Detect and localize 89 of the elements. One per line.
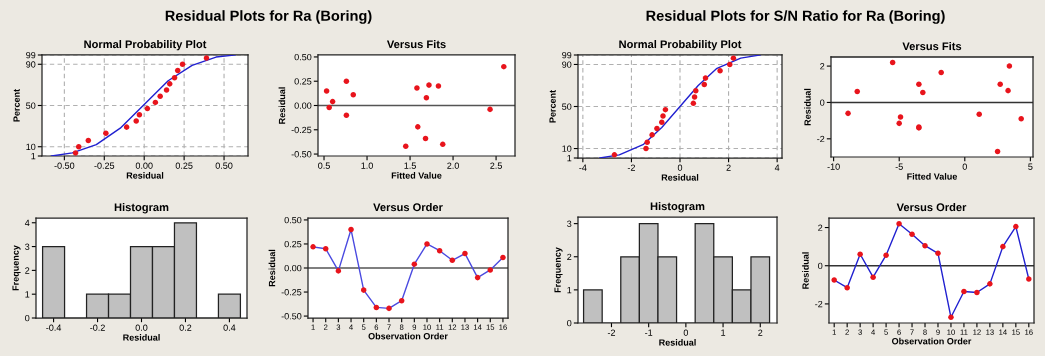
y-tick-label: 2 — [820, 63, 825, 70]
y-tick-label: 0.00 — [294, 102, 312, 109]
chart-title: Normal Probability Plot — [619, 40, 742, 51]
chart-title: Histogram — [114, 203, 169, 214]
y-tick-label: -2 — [815, 300, 823, 308]
y-axis-title: Frequency — [554, 247, 563, 293]
y-tick-label: 0.00 — [284, 264, 302, 272]
y-tick-label: 50 — [26, 102, 36, 109]
x-tick-label: 0 — [962, 163, 967, 170]
x-axis-title: Residual — [123, 334, 160, 341]
y-tick-label: -0.25 — [291, 126, 312, 134]
x-tick-label: 1 — [721, 329, 726, 336]
chart-title: Versus Order — [373, 203, 443, 212]
x-axis-title: Observation Order — [368, 332, 448, 340]
y-axis-title: Residual — [278, 87, 286, 124]
x-tick-label: 0.50 — [215, 162, 233, 169]
x-tick-label: 0 — [677, 164, 683, 171]
y-tick-label: 1 — [31, 153, 36, 160]
x-tick-label: 1.0 — [361, 162, 373, 169]
y-tick-label: 1 — [567, 286, 572, 294]
y-tick-label: 90 — [26, 61, 36, 68]
y-tick-label: 3 — [25, 243, 30, 250]
y-axis-title: Frequency — [12, 245, 21, 291]
x-tick-label: -10 — [827, 163, 840, 170]
y-tick-label: -0.25 — [281, 289, 302, 296]
y-tick-label: 99 — [26, 51, 36, 59]
x-tick-label: 2 — [726, 164, 731, 171]
x-tick-label: -1 — [645, 329, 653, 336]
x-tick-label: 0.25 — [175, 162, 193, 169]
y-tick-label: 90 — [562, 61, 572, 68]
y-tick-label: 0.25 — [294, 78, 312, 85]
y-tick-label: 10 — [26, 143, 36, 151]
x-tick-label: -2 — [607, 329, 616, 336]
x-axis-title: Fitted Value — [391, 172, 442, 179]
y-tick-label: 3 — [567, 220, 572, 227]
y-tick-label: -2 — [817, 135, 825, 143]
x-tick-label: -5 — [895, 163, 903, 170]
y-tick-label: 0.25 — [284, 240, 302, 248]
y-tick-label: 2 — [567, 253, 572, 261]
y-tick-label: 0 — [818, 262, 823, 270]
x-tick-label: 0.5 — [318, 162, 330, 169]
x-axis-title: Fitted Value — [907, 173, 958, 180]
x-tick-label: 0.2 — [179, 324, 192, 331]
chart-title: Versus Fits — [902, 42, 962, 51]
x-tick-label: 0 — [683, 329, 689, 336]
y-tick-label: 1 — [567, 155, 572, 162]
x-tick-label: -0.2 — [90, 324, 105, 331]
x-tick-label: 4 — [774, 164, 780, 171]
chart-title: Histogram — [650, 202, 705, 213]
text: Residual Plots for S/N Ratio for Ra (Boring) — [646, 10, 945, 24]
y-tick-label: 50 — [562, 103, 572, 110]
x-tick-label: -0.50 — [54, 162, 75, 169]
x-tick-label: -0.25 — [94, 162, 115, 169]
x-tick-label: -4 — [579, 164, 587, 171]
y-tick-label: -0.50 — [291, 151, 312, 158]
y-tick-label: 0.50 — [294, 53, 312, 61]
x-tick-label: 0.00 — [135, 162, 153, 169]
y-tick-label: -0.50 — [281, 313, 302, 320]
x-tick-label: 5 — [1028, 163, 1033, 170]
x-tick-label: -0.4 — [46, 324, 62, 331]
text: Residual Plots for Ra (Boring) — [165, 10, 372, 24]
chart-title: Versus Order — [896, 203, 967, 212]
x-tick-label: 1.5 — [404, 162, 416, 169]
y-axis-title: Residual — [268, 249, 276, 287]
y-tick-label: 0 — [820, 99, 825, 106]
y-axis-title: Residual — [804, 88, 811, 126]
y-tick-label: 1 — [25, 291, 30, 298]
x-axis-title: Observation Order — [891, 337, 972, 345]
y-tick-label: 0.50 — [284, 216, 302, 224]
chart-title: Versus Fits — [386, 40, 446, 49]
x-tick-label: 0.4 — [223, 324, 236, 331]
y-tick-label: 4 — [24, 219, 30, 227]
y-tick-label: 2 — [818, 224, 823, 231]
y-tick-label: 2 — [25, 267, 30, 274]
x-tick-label: 2 — [758, 329, 763, 336]
x-axis-title: Residual — [659, 339, 696, 346]
y-axis-title: Residual — [802, 252, 809, 289]
x-tick-label: 2.0 — [447, 162, 459, 169]
y-axis-title: Percent — [549, 90, 556, 123]
x-axis-title: Residual — [126, 172, 164, 179]
y-tick-label: 99 — [562, 51, 572, 59]
y-axis-title: Percent — [13, 89, 20, 122]
x-tick-label: -2 — [627, 164, 635, 171]
chart-title: Normal Probability Plot — [84, 40, 207, 51]
y-tick-label: 0 — [25, 314, 30, 322]
x-axis-title: Residual — [661, 174, 699, 181]
y-tick-label: 10 — [562, 145, 572, 152]
x-tick-label: 2.5 — [490, 162, 502, 169]
x-tick-label: 0.0 — [135, 324, 148, 331]
